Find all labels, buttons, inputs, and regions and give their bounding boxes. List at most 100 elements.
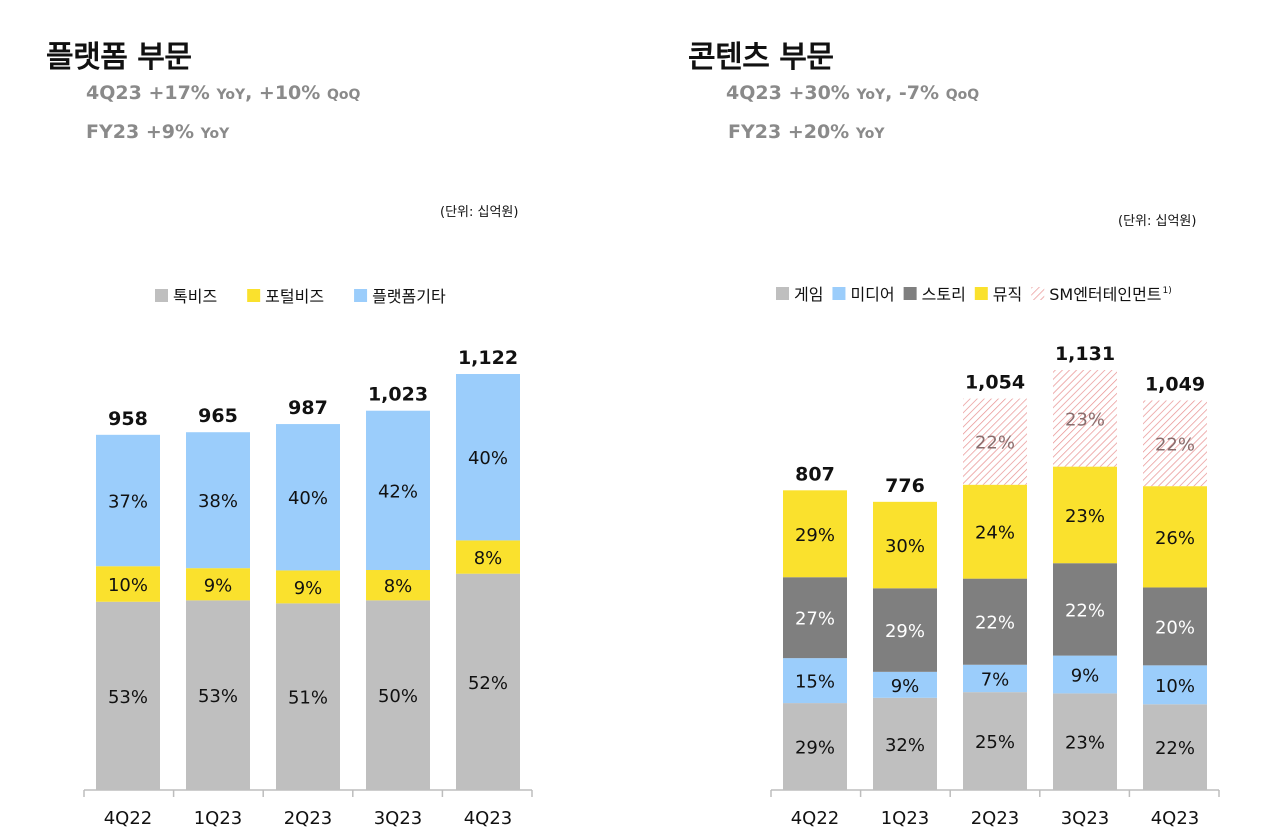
- bar-segment-2Q23-3: [276, 424, 340, 571]
- segment-percent-label: 26%: [1155, 528, 1195, 549]
- bar-segment-4Q22-2: [783, 658, 847, 704]
- segment-percent-label: 23%: [1065, 506, 1105, 527]
- legend-label-3: 플랫폼기타: [372, 287, 446, 306]
- segment-percent-label: 9%: [294, 578, 323, 599]
- segment-percent-label: 42%: [378, 481, 418, 502]
- legend-swatch-2: [832, 287, 846, 300]
- bar-segment-4Q23-2: [456, 540, 520, 574]
- legend-footnote-mark: 1): [1163, 286, 1172, 296]
- segment-percent-label: 22%: [1155, 738, 1195, 759]
- bar-segment-2Q23-2: [276, 570, 340, 604]
- bar-segment-3Q23-2: [366, 570, 430, 601]
- bar-total-label: 965: [198, 405, 238, 427]
- bar-segment-1Q23-2: [873, 671, 937, 698]
- bar-total-label: 987: [288, 397, 328, 419]
- segment-percent-label: 23%: [1065, 733, 1105, 754]
- kpi-yoy-label: YoY: [200, 126, 230, 142]
- segment-percent-label: 22%: [1155, 434, 1195, 455]
- x-tick-label: 4Q22: [104, 808, 153, 829]
- legend-swatch-4: [974, 287, 988, 300]
- segment-percent-label: 40%: [288, 488, 328, 509]
- segment-percent-label: 53%: [198, 686, 238, 707]
- bar-segment-2Q23-3: [963, 578, 1027, 665]
- bar-segment-4Q23-1: [456, 573, 520, 790]
- segment-percent-label: 7%: [981, 669, 1010, 690]
- legend-swatch-3: [903, 287, 917, 300]
- segment-percent-label: 8%: [474, 548, 503, 569]
- kpi-period: 4Q23: [726, 82, 782, 104]
- bar-total-label: 1,054: [965, 372, 1025, 394]
- x-tick-label: 1Q23: [881, 808, 930, 829]
- segment-percent-label: 10%: [108, 575, 148, 596]
- kpi-yoy-value: +17%: [148, 82, 210, 104]
- x-tick-label: 3Q23: [1061, 808, 1110, 829]
- kpi-yoy-value: +30%: [788, 82, 850, 104]
- bar-total-label: 807: [795, 463, 835, 485]
- segment-percent-label: 52%: [468, 673, 508, 694]
- x-tick-label: 4Q22: [791, 808, 840, 829]
- legend-label-5: SM엔터테인먼트: [1049, 285, 1161, 304]
- segment-percent-label: 29%: [795, 525, 835, 546]
- bar-segment-1Q23-1: [186, 600, 250, 790]
- segment-percent-label: 9%: [204, 575, 233, 596]
- segment-percent-label: 22%: [975, 613, 1015, 634]
- segment-percent-label: 50%: [378, 686, 418, 707]
- legend-swatch-2: [247, 289, 261, 302]
- segment-percent-label: 29%: [795, 738, 835, 759]
- bar-total-label: 1,049: [1145, 373, 1205, 395]
- content-kpi-year: FY23 +20% YoY: [728, 121, 884, 143]
- bar-segment-4Q23-5: [1143, 400, 1207, 487]
- segment-percent-label: 15%: [795, 672, 835, 693]
- bar-segment-4Q23-2: [1143, 665, 1207, 705]
- content-stacked-bar-chart: 게임 미디어 스토리 뮤직 SM엔터테인먼트 1) 29% 15% 27% 29% 807 4Q22 3…: [770, 285, 1220, 829]
- legend-swatch-1: [155, 289, 168, 302]
- bar-segment-4Q22-4: [783, 490, 847, 578]
- kpi-qoq-value: +10%: [258, 82, 321, 104]
- kpi-qoq-label: QoQ: [326, 87, 361, 103]
- bar-segment-1Q23-3: [873, 588, 937, 672]
- bar-segment-2Q23-5: [963, 398, 1027, 485]
- kpi-qoq-value: -7%: [898, 82, 940, 104]
- bar-total-label: 776: [885, 475, 925, 497]
- legend-label-1: 톡비즈: [173, 287, 217, 306]
- kpi-yoy-value: +20%: [787, 121, 850, 143]
- segment-percent-label: 53%: [108, 687, 148, 708]
- kpi-yoy-label: YoY: [856, 87, 886, 103]
- platform-kpi-year: FY23 +9% YoY: [86, 121, 229, 143]
- x-tick-label: 2Q23: [284, 808, 333, 829]
- bar-segment-3Q23-1: [366, 600, 430, 790]
- segment-percent-label: 20%: [1155, 617, 1195, 638]
- bar-segment-1Q23-1: [873, 697, 937, 790]
- segment-percent-label: 9%: [891, 676, 920, 697]
- bar-segment-4Q23-3: [456, 374, 520, 541]
- kpi-separator: ,: [885, 82, 893, 104]
- bar-segment-1Q23-2: [186, 568, 250, 601]
- segment-percent-label: 40%: [468, 448, 508, 469]
- platform-panel: 플랫폼 부문 4Q23 +17% YoY, +10% QoQ FY23 +9% …: [0, 0, 620, 833]
- segment-percent-label: 8%: [384, 576, 413, 597]
- x-tick-label: 4Q23: [1151, 808, 1200, 829]
- content-title: 콘텐츠 부문: [688, 40, 834, 75]
- kpi-yoy-label: YoY: [216, 87, 246, 103]
- bar-segment-2Q23-4: [963, 484, 1027, 579]
- legend-label-4: 뮤직: [993, 285, 1022, 304]
- legend-label-2: 포털비즈: [265, 287, 324, 306]
- platform-stacked-bar-chart: 톡비즈 포털비즈 플랫폼기타 53% 10% 37% 958 4Q22 53% 9% 38% 965 1…: [83, 287, 533, 829]
- bar-segment-2Q23-1: [276, 603, 340, 790]
- segment-percent-label: 51%: [288, 688, 328, 709]
- bar-segment-4Q22-3: [783, 577, 847, 659]
- content-kpi-quarter: 4Q23 +30% YoY, -7% QoQ: [726, 82, 979, 104]
- legend-label-1: 게임: [794, 285, 823, 304]
- kpi-period: 4Q23: [86, 82, 142, 104]
- bar-total-label: 1,023: [368, 384, 428, 406]
- bar-total-label: 1,122: [458, 347, 518, 369]
- platform-unit-note: (단위: 십억원): [440, 205, 519, 220]
- bar-segment-4Q22-3: [96, 434, 160, 567]
- content-panel: 콘텐츠 부문 4Q23 +30% YoY, -7% QoQ FY23 +20% …: [640, 0, 1260, 833]
- bar-segment-2Q23-1: [963, 692, 1027, 790]
- content-unit-note: (단위: 십억원): [1118, 214, 1197, 229]
- kpi-qoq-label: QoQ: [945, 87, 980, 103]
- bar-segment-3Q23-5: [1053, 370, 1117, 467]
- segment-percent-label: 10%: [1155, 676, 1195, 697]
- legend-label-2: 미디어: [850, 285, 894, 304]
